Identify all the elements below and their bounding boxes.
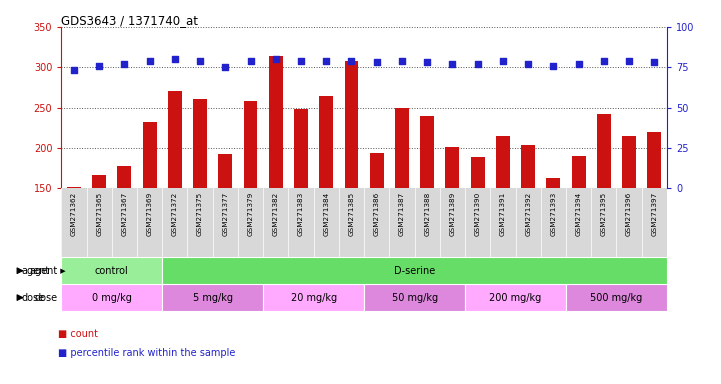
Text: control: control xyxy=(95,266,128,276)
Bar xyxy=(572,156,585,188)
Text: D-serine: D-serine xyxy=(394,266,435,276)
Bar xyxy=(244,101,257,188)
Text: GSM271383: GSM271383 xyxy=(298,192,304,236)
Text: GSM271392: GSM271392 xyxy=(525,192,531,236)
Point xyxy=(598,58,610,64)
Text: GSM271395: GSM271395 xyxy=(601,192,607,236)
Bar xyxy=(364,284,465,311)
Bar xyxy=(118,166,131,188)
Text: GSM271365: GSM271365 xyxy=(96,192,102,236)
Point xyxy=(220,64,231,70)
Text: GSM271396: GSM271396 xyxy=(626,192,632,236)
Bar xyxy=(61,257,162,284)
Text: GSM271375: GSM271375 xyxy=(197,192,203,236)
Bar xyxy=(294,109,308,188)
Text: GSM271387: GSM271387 xyxy=(399,192,405,236)
Bar xyxy=(647,132,661,188)
Text: GSM271391: GSM271391 xyxy=(500,192,506,236)
Text: GSM271362: GSM271362 xyxy=(71,192,77,236)
Point xyxy=(371,59,383,65)
Bar xyxy=(622,136,636,188)
Point xyxy=(522,61,534,67)
Bar xyxy=(345,61,358,188)
Bar xyxy=(471,157,485,188)
Point xyxy=(118,61,131,67)
Text: 50 mg/kg: 50 mg/kg xyxy=(392,293,438,303)
Bar xyxy=(547,178,560,188)
Bar xyxy=(61,284,162,311)
Point xyxy=(421,59,433,65)
Point xyxy=(472,61,484,67)
Text: GSM271388: GSM271388 xyxy=(424,192,430,236)
Text: 0 mg/kg: 0 mg/kg xyxy=(92,293,132,303)
Text: 5 mg/kg: 5 mg/kg xyxy=(193,293,233,303)
Text: 500 mg/kg: 500 mg/kg xyxy=(590,293,642,303)
Bar xyxy=(263,284,364,311)
Bar xyxy=(193,99,207,188)
Text: GSM271369: GSM271369 xyxy=(146,192,153,236)
Text: GSM271385: GSM271385 xyxy=(348,192,355,236)
Point xyxy=(447,61,459,67)
Point xyxy=(346,58,358,64)
Point xyxy=(296,58,307,64)
Text: 200 mg/kg: 200 mg/kg xyxy=(490,293,541,303)
Text: GSM271372: GSM271372 xyxy=(172,192,178,236)
Bar xyxy=(319,96,333,188)
Text: GSM271390: GSM271390 xyxy=(474,192,481,236)
Point xyxy=(321,58,332,64)
Text: GSM271386: GSM271386 xyxy=(373,192,380,236)
Point xyxy=(195,58,206,64)
Text: agent: agent xyxy=(30,266,58,276)
Bar xyxy=(67,187,81,188)
Point xyxy=(94,63,105,69)
Bar xyxy=(168,91,182,188)
Bar xyxy=(521,145,535,188)
Text: GDS3643 / 1371740_at: GDS3643 / 1371740_at xyxy=(61,14,198,27)
Text: GSM271393: GSM271393 xyxy=(550,192,557,236)
Point xyxy=(548,63,559,69)
Bar xyxy=(465,284,566,311)
Text: GSM271397: GSM271397 xyxy=(651,192,658,236)
Text: 20 mg/kg: 20 mg/kg xyxy=(291,293,337,303)
Point xyxy=(68,67,80,73)
Bar xyxy=(446,147,459,188)
Bar xyxy=(566,284,667,311)
Bar xyxy=(420,116,434,188)
Point xyxy=(245,58,257,64)
Text: GSM271394: GSM271394 xyxy=(575,192,582,236)
Text: ▶: ▶ xyxy=(58,268,66,274)
Text: GSM271389: GSM271389 xyxy=(449,192,456,236)
Bar xyxy=(370,154,384,188)
Text: GSM271382: GSM271382 xyxy=(273,192,279,236)
Point xyxy=(624,58,635,64)
Point xyxy=(649,59,660,65)
Text: dose: dose xyxy=(35,293,58,303)
Bar xyxy=(162,284,263,311)
Bar xyxy=(395,108,409,188)
Text: dose: dose xyxy=(22,293,45,303)
Point xyxy=(397,58,408,64)
Bar xyxy=(218,154,232,188)
Bar xyxy=(269,56,283,188)
Text: GSM271377: GSM271377 xyxy=(222,192,229,236)
Text: ■ count: ■ count xyxy=(58,329,97,339)
Point xyxy=(169,56,181,62)
Point xyxy=(573,61,585,67)
Bar xyxy=(162,257,667,284)
Bar xyxy=(92,175,106,188)
Text: GSM271379: GSM271379 xyxy=(247,192,254,236)
Point xyxy=(497,58,509,64)
Text: GSM271367: GSM271367 xyxy=(121,192,128,236)
Point xyxy=(144,58,156,64)
Text: agent: agent xyxy=(22,266,50,276)
Bar xyxy=(597,114,611,188)
Bar xyxy=(496,136,510,188)
Text: ■ percentile rank within the sample: ■ percentile rank within the sample xyxy=(58,348,235,358)
Point xyxy=(270,56,282,62)
Bar xyxy=(143,122,156,188)
Text: GSM271384: GSM271384 xyxy=(323,192,329,236)
